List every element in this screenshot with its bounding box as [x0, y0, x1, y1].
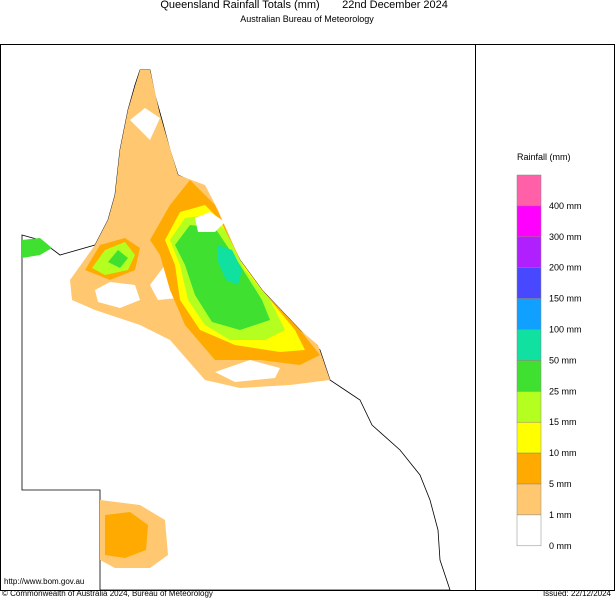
legend-label: 10 mm	[549, 448, 577, 458]
legend-label: 25 mm	[549, 386, 577, 396]
legend-swatch	[516, 452, 542, 485]
legend-swatch	[516, 236, 542, 268]
rain-25mm	[175, 225, 270, 330]
legend-swatch	[516, 174, 542, 207]
legend-label: 50 mm	[549, 355, 577, 365]
title: Queensland Rainfall Totals (mm)	[160, 0, 319, 11]
legend-swatch	[516, 391, 542, 423]
legend-swatch	[516, 514, 542, 547]
date: 22nd December 2024	[342, 0, 448, 11]
legend-label: 1 mm	[549, 510, 572, 520]
legend-frame	[475, 44, 615, 591]
legend-label: 100 mm	[549, 325, 582, 335]
legend-label: 150 mm	[549, 294, 582, 304]
legend-label: 400 mm	[549, 201, 582, 211]
legend-title: Rainfall (mm)	[517, 152, 571, 162]
subtitle: Australian Bureau of Meteorology	[240, 14, 374, 24]
rain-25mm	[22, 238, 52, 258]
legend-swatch	[516, 483, 542, 516]
dry-patch	[130, 108, 160, 140]
footer-issued: Issued: 22/12/2024	[543, 589, 612, 598]
legend-label: 300 mm	[549, 232, 582, 242]
legend-swatch	[516, 298, 542, 330]
legend-label: 5 mm	[549, 479, 572, 489]
rain-25mm	[108, 250, 128, 268]
footer-url: http://www.bom.gov.au	[4, 577, 84, 586]
dry-patch	[195, 212, 225, 232]
legend-label: 15 mm	[549, 417, 577, 427]
legend-label: 0 mm	[549, 541, 572, 551]
map	[21, 69, 451, 591]
legend-swatch	[516, 329, 542, 361]
footer-copyright: © Commonwealth of Australia 2024, Bureau…	[2, 589, 213, 598]
legend-label: 200 mm	[549, 263, 582, 273]
dry-patch	[215, 360, 280, 382]
rain-5mm	[105, 512, 148, 558]
rain-50mm	[218, 245, 242, 285]
legend-swatch	[516, 360, 542, 392]
legend-swatch	[516, 421, 542, 454]
legend-swatch	[516, 205, 542, 238]
legend-swatch	[516, 267, 542, 299]
dry-patch	[95, 282, 140, 308]
